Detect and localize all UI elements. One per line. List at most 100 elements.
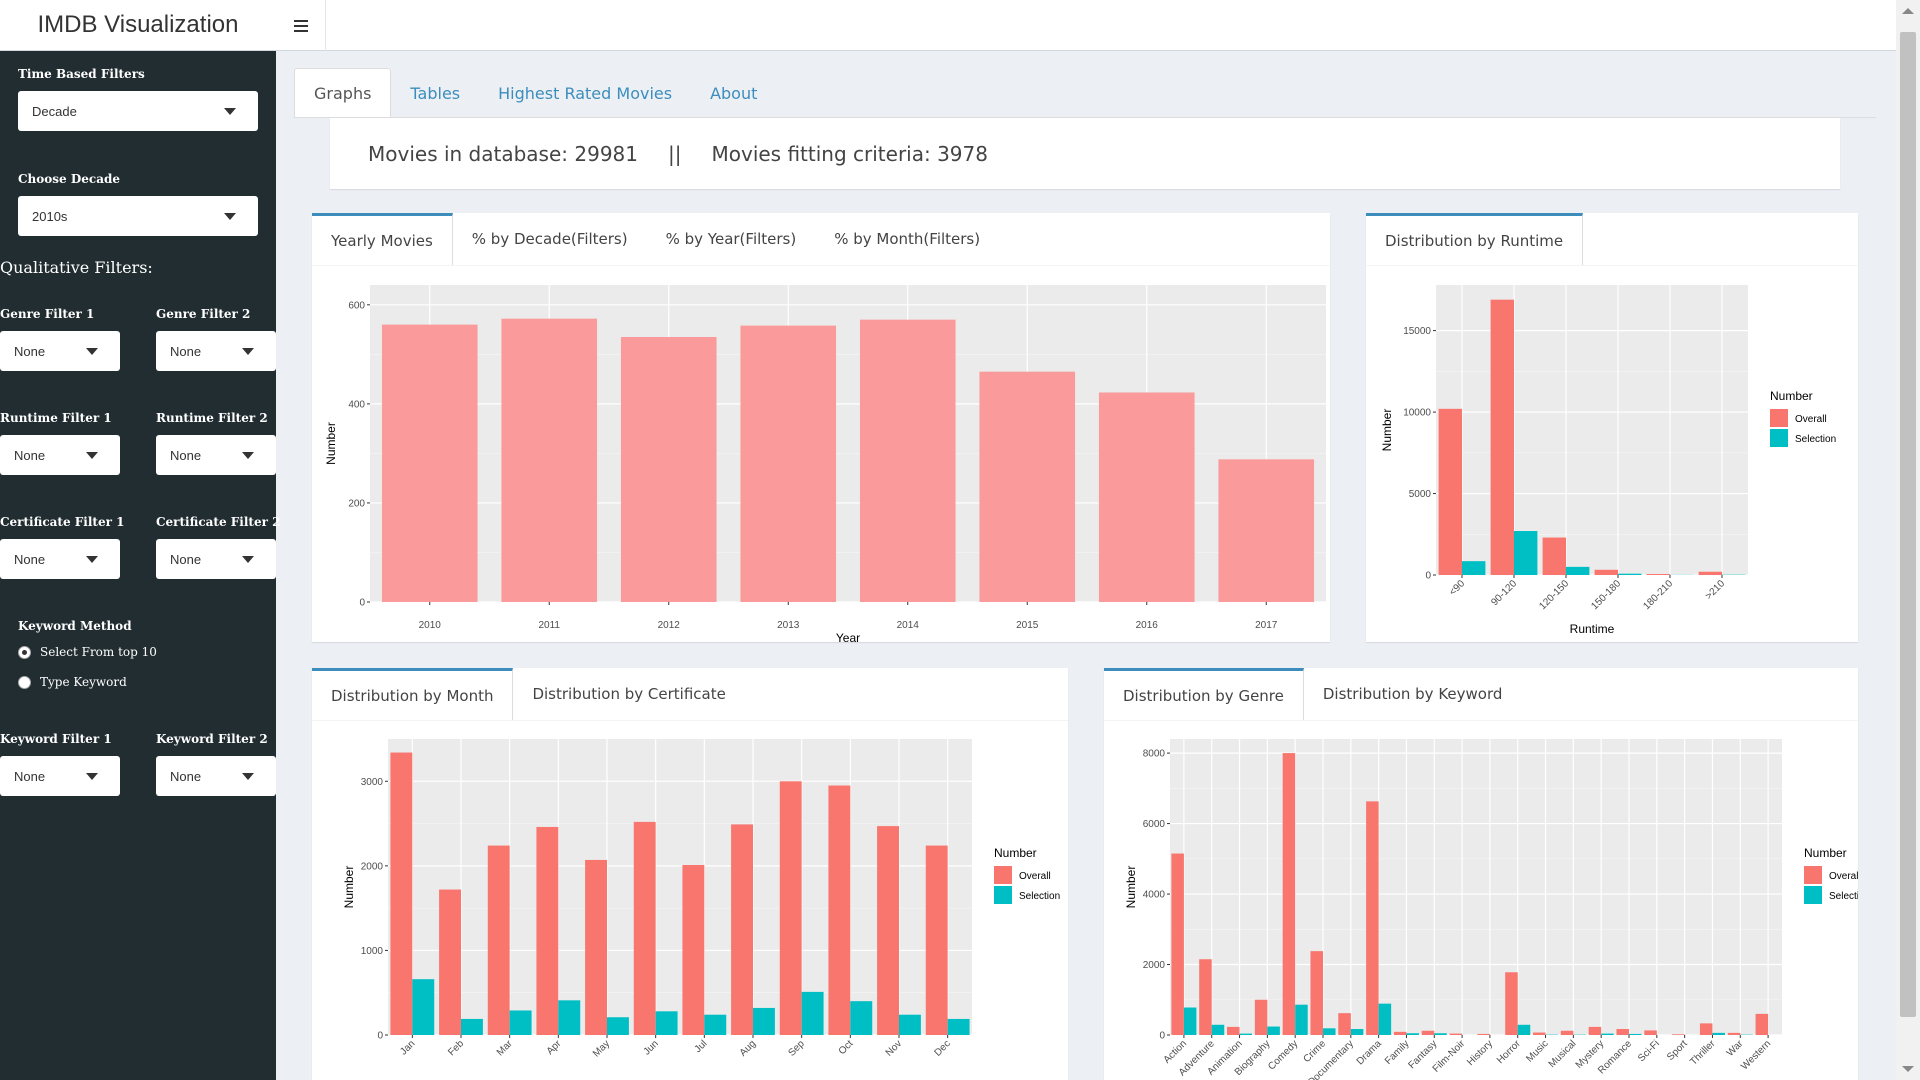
x-tick-label: 90-120 (1489, 578, 1519, 608)
keyword-method-radio-top10[interactable]: Select From top 10 (18, 645, 157, 659)
y-tick-label: 3000 (361, 777, 384, 788)
bar-overall (1490, 299, 1514, 575)
bar-overall (779, 781, 802, 1035)
tab-distribution-by-certificate[interactable]: Distribution by Certificate (532, 685, 726, 703)
bar-selection (1183, 1007, 1197, 1035)
tab-graphs[interactable]: Graphs (294, 68, 392, 118)
bar-overall (1646, 574, 1670, 575)
tab-percent-by-month[interactable]: % by Month(Filters) (834, 230, 981, 248)
tab-tables[interactable]: Tables (410, 83, 461, 103)
certificate-filter-2-select[interactable]: None (156, 539, 276, 579)
bar-selection (899, 1014, 921, 1035)
genre-filter-2-select[interactable]: None (156, 331, 276, 371)
genre-filter-1-select[interactable]: None (0, 331, 120, 371)
bar-selection (1601, 1033, 1614, 1035)
tab-distribution-by-keyword[interactable]: Distribution by Keyword (1322, 685, 1503, 703)
y-tick-label: 0 (1425, 571, 1431, 582)
bar-selection (1517, 1024, 1531, 1035)
sidebar-toggle-button[interactable] (276, 0, 326, 51)
certificate-filter-1-label: Certificate Filter 1 (0, 515, 125, 529)
bar-overall (1505, 972, 1518, 1035)
choose-decade-label: Choose Decade (18, 172, 120, 186)
bar (859, 319, 956, 602)
bar-overall (1310, 951, 1323, 1035)
radio-label: Select From top 10 (40, 645, 157, 659)
chevron-down-icon (86, 348, 98, 355)
legend-label: Selection (1829, 891, 1858, 902)
month-box-tabs: Distribution by Month Distribution by Ce… (312, 668, 745, 720)
bar-selection (1406, 1033, 1419, 1035)
bar-selection (1211, 1024, 1225, 1035)
tab-distribution-by-genre[interactable]: Distribution by Genre (1104, 668, 1304, 720)
genre-filter-2-label: Genre Filter 2 (156, 307, 251, 321)
bar-selection (1434, 1033, 1447, 1035)
y-tick-label: 0 (1159, 1031, 1165, 1042)
bar-overall (585, 859, 607, 1035)
bar-selection (947, 1018, 970, 1035)
app-title: IMDB Visualization (0, 0, 276, 51)
tab-distribution-by-runtime[interactable]: Distribution by Runtime (1366, 213, 1584, 265)
yearly-box-tabs: Yearly Movies % by Decade(Filters) % by … (312, 213, 999, 265)
legend-label: Overall (1019, 871, 1051, 882)
bar-selection (412, 979, 435, 1035)
bar-overall (1254, 999, 1268, 1035)
y-tick-label: 1000 (361, 946, 384, 957)
tab-percent-by-decade[interactable]: % by Decade(Filters) (471, 230, 628, 248)
bar-overall (1542, 537, 1566, 575)
time-filter-select[interactable]: Decade (18, 91, 258, 131)
bar-overall (536, 826, 559, 1035)
runtime-filter-2-value: None (170, 447, 202, 463)
x-tick-label: History (1465, 1038, 1495, 1068)
scroll-down-arrow-icon[interactable] (1902, 1066, 1914, 1072)
bar-selection (1323, 1028, 1336, 1035)
movie-count-info: Movies in database: 29981 || Movies fitt… (330, 118, 1840, 189)
x-tick-label: Mar (495, 1038, 515, 1058)
scroll-thumb[interactable] (1900, 32, 1916, 1017)
x-tick-label: Sep (786, 1038, 807, 1059)
bar-overall (1171, 853, 1184, 1035)
y-tick-label: 4000 (1143, 890, 1166, 901)
genre-distribution-chart: 02000400060008000ActionAdventureAnimatio… (1124, 739, 1858, 1080)
genre-filter-2-value: None (170, 343, 202, 359)
hamburger-icon (293, 19, 308, 32)
bar-overall (390, 752, 413, 1035)
bar-overall (1672, 1034, 1685, 1035)
tab-highest-rated-movies[interactable]: Highest Rated Movies (498, 83, 673, 103)
keyword-filter-2-select[interactable]: None (156, 756, 276, 796)
bar-overall (1438, 408, 1462, 575)
bar-overall (1393, 1031, 1407, 1035)
legend-title: Number (1770, 389, 1813, 403)
y-tick-label: 2000 (1143, 960, 1166, 971)
bar-selection (1618, 573, 1642, 575)
tab-percent-by-year[interactable]: % by Year(Filters) (665, 230, 797, 248)
y-tick-label: 0 (359, 598, 365, 609)
decade-select[interactable]: 2010s (18, 196, 258, 236)
x-tick-label: 2017 (1255, 620, 1278, 631)
certificate-filter-1-value: None (14, 551, 46, 567)
runtime-filter-2-select[interactable]: None (156, 435, 276, 475)
y-tick-label: 600 (348, 300, 365, 311)
runtime-filter-1-select[interactable]: None (0, 435, 120, 475)
bar-overall (731, 824, 753, 1035)
bar-overall (1199, 959, 1212, 1035)
page-scrollbar[interactable] (1896, 0, 1920, 1080)
keyword-method-radio-type[interactable]: Type Keyword (18, 675, 127, 689)
x-tick-label: 2016 (1136, 620, 1159, 631)
y-tick-label: 5000 (1409, 489, 1432, 500)
y-axis-title: Number (324, 422, 338, 465)
x-tick-label: >210 (1703, 578, 1727, 602)
tab-distribution-by-month[interactable]: Distribution by Month (312, 668, 514, 720)
top-navbar (276, 0, 1896, 51)
keyword-method-label: Keyword Method (18, 619, 132, 633)
bar (740, 325, 837, 602)
bar-overall (1560, 1030, 1574, 1035)
keyword-filter-1-label: Keyword Filter 1 (0, 732, 112, 746)
bar-overall (828, 785, 851, 1035)
keyword-filter-1-select[interactable]: None (0, 756, 120, 796)
certificate-filter-1-select[interactable]: None (0, 539, 120, 579)
tab-about[interactable]: About (710, 83, 758, 103)
bar-selection (1239, 1033, 1253, 1035)
scroll-up-arrow-icon[interactable] (1902, 8, 1914, 14)
genre-filter-1-label: Genre Filter 1 (0, 307, 95, 321)
tab-yearly-movies[interactable]: Yearly Movies (312, 213, 453, 265)
